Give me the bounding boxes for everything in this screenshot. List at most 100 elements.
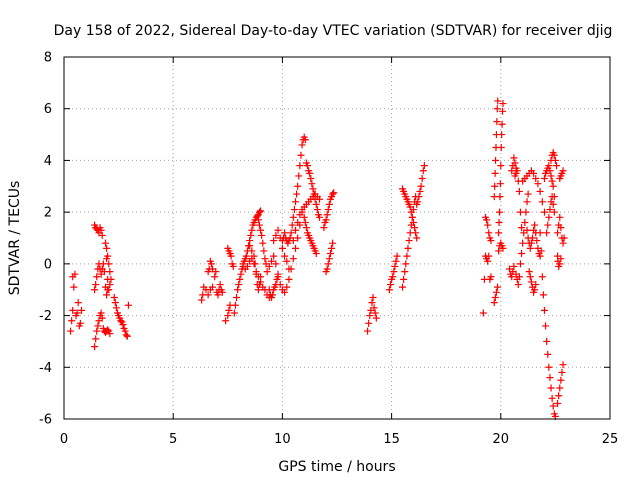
data-point bbox=[493, 105, 501, 113]
data-point bbox=[103, 255, 111, 263]
data-point bbox=[499, 244, 507, 252]
y-tick-label: 2 bbox=[44, 206, 52, 221]
data-point bbox=[328, 244, 336, 252]
data-point bbox=[304, 162, 312, 170]
data-point bbox=[547, 384, 555, 392]
data-point bbox=[393, 252, 401, 260]
data-point bbox=[539, 291, 547, 299]
data-point bbox=[329, 190, 337, 198]
data-point bbox=[320, 224, 328, 232]
data-point bbox=[557, 224, 565, 232]
data-point bbox=[416, 187, 424, 195]
data-point bbox=[546, 374, 554, 382]
data-point bbox=[516, 260, 524, 268]
series-arc-19 bbox=[278, 229, 294, 247]
data-point bbox=[387, 281, 395, 289]
data-point bbox=[309, 185, 317, 193]
data-point bbox=[524, 190, 532, 198]
data-point bbox=[548, 394, 556, 402]
plot-frame bbox=[63, 56, 611, 420]
data-point bbox=[365, 319, 373, 327]
series-arc-15 bbox=[254, 216, 270, 268]
data-point bbox=[121, 327, 129, 335]
series-arc-17 bbox=[265, 273, 282, 301]
data-point bbox=[259, 239, 267, 247]
data-point bbox=[227, 252, 235, 260]
series-arc-39 bbox=[519, 167, 548, 216]
data-point bbox=[97, 309, 105, 317]
data-point bbox=[267, 257, 275, 265]
data-point bbox=[285, 265, 293, 273]
data-point bbox=[487, 237, 495, 245]
data-point bbox=[556, 384, 564, 392]
axes: 0 5 10 15 20 25 -6 -4 -2 0 2 4 6 8 bbox=[39, 51, 618, 448]
data-point bbox=[325, 255, 333, 263]
data-point bbox=[251, 260, 259, 268]
series-arc-10 bbox=[222, 301, 234, 325]
data-point bbox=[560, 234, 568, 242]
data-point bbox=[554, 399, 562, 407]
data-point bbox=[537, 247, 545, 255]
data-point bbox=[499, 107, 507, 115]
data-point bbox=[292, 198, 300, 206]
data-point bbox=[483, 216, 491, 224]
data-point bbox=[224, 312, 232, 320]
data-point bbox=[545, 162, 553, 170]
data-point bbox=[198, 296, 206, 304]
series-arc-48 bbox=[554, 252, 565, 270]
data-point bbox=[312, 250, 320, 258]
data-point bbox=[405, 237, 413, 245]
data-point bbox=[255, 208, 263, 216]
series-arc-44 bbox=[547, 149, 560, 170]
data-point bbox=[323, 265, 331, 273]
data-point bbox=[543, 337, 551, 345]
chart-title: Day 158 of 2022, Sidereal Day-to-day VTE… bbox=[54, 23, 613, 39]
series-arc-12 bbox=[230, 207, 265, 317]
data-point bbox=[73, 309, 81, 317]
data-point bbox=[270, 252, 278, 260]
data-point bbox=[548, 193, 556, 201]
series-arc-08 bbox=[198, 268, 226, 304]
data-point bbox=[316, 213, 324, 221]
data-point bbox=[510, 262, 518, 270]
data-point bbox=[101, 239, 109, 247]
data-point bbox=[103, 244, 111, 252]
data-point bbox=[294, 182, 302, 190]
series-arc-02 bbox=[91, 309, 106, 351]
data-point bbox=[366, 312, 374, 320]
data-point bbox=[419, 167, 427, 175]
data-point bbox=[370, 304, 378, 312]
data-point bbox=[546, 206, 554, 214]
data-point bbox=[296, 211, 304, 219]
data-point bbox=[301, 218, 309, 226]
series-arc-30 bbox=[413, 162, 428, 208]
data-point bbox=[413, 234, 421, 242]
data-point bbox=[372, 314, 380, 322]
data-point bbox=[98, 314, 106, 322]
data-point bbox=[371, 309, 379, 317]
data-point bbox=[91, 286, 99, 294]
data-point bbox=[260, 247, 268, 255]
data-point bbox=[487, 273, 495, 281]
data-point bbox=[258, 231, 266, 239]
data-point bbox=[499, 100, 507, 108]
data-point bbox=[69, 306, 77, 314]
data-point bbox=[515, 187, 523, 195]
series-arc-22 bbox=[302, 159, 324, 221]
data-point bbox=[243, 262, 251, 270]
data-point bbox=[93, 327, 101, 335]
data-point bbox=[522, 208, 530, 216]
data-point bbox=[272, 260, 280, 268]
data-point bbox=[408, 213, 416, 221]
data-point bbox=[400, 275, 408, 283]
data-point bbox=[492, 288, 500, 296]
data-point bbox=[254, 286, 262, 294]
data-point bbox=[104, 326, 112, 334]
data-point bbox=[403, 252, 411, 260]
series-arc-01 bbox=[67, 270, 85, 335]
data-point bbox=[307, 175, 315, 183]
series-arc-21 bbox=[289, 190, 324, 245]
data-point bbox=[294, 234, 302, 242]
data-point bbox=[525, 268, 533, 276]
data-point bbox=[540, 208, 548, 216]
